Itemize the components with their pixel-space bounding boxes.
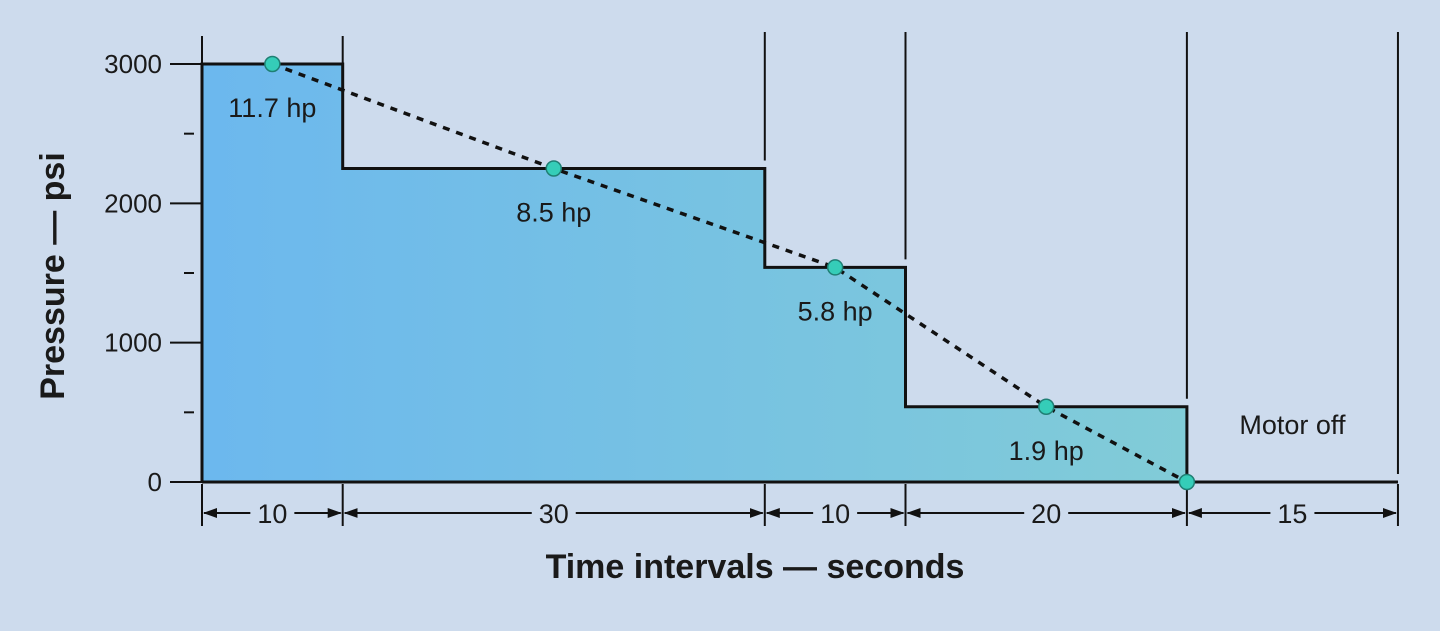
- duration-label: 10: [257, 499, 287, 529]
- power-label: 8.5 hp: [516, 198, 591, 228]
- data-point: [1037, 398, 1055, 416]
- y-axis-title: Pressure — psi: [34, 152, 72, 400]
- y-tick-label: 2000: [104, 188, 162, 218]
- pressure-step-outline: [200, 62, 1398, 484]
- duration-label: 15: [1277, 499, 1307, 529]
- pressure-area-fill: [202, 64, 1398, 482]
- duration-label: 10: [820, 499, 850, 529]
- data-point: [1178, 473, 1196, 491]
- y-tick-label: 1000: [104, 328, 162, 358]
- data-point: [826, 259, 844, 276]
- duration-label: 30: [539, 499, 569, 529]
- duration-label: 20: [1031, 499, 1061, 529]
- data-point: [545, 160, 562, 177]
- data-point: [264, 55, 281, 73]
- motor-off-annotation: Motor off: [1239, 410, 1346, 440]
- y-tick-label: 0: [148, 467, 162, 497]
- power-label: 1.9 hp: [1009, 436, 1084, 466]
- x-axis-title: Time intervals — seconds: [546, 548, 965, 586]
- power-trend-dotted-line: [271, 62, 1188, 484]
- power-label: 11.7 hp: [228, 93, 316, 123]
- y-tick-label: 3000: [104, 49, 162, 79]
- power-label: 5.8 hp: [798, 296, 873, 326]
